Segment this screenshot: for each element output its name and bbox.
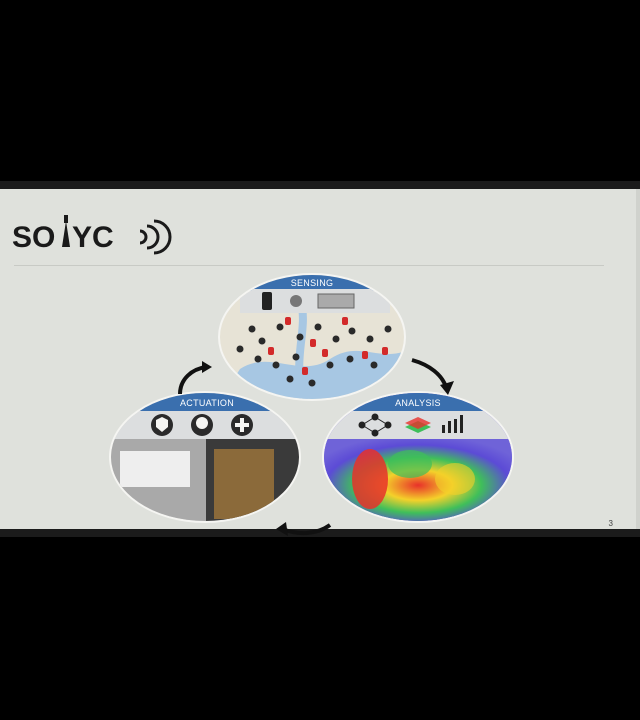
network-icon bbox=[358, 413, 392, 437]
sensing-label: SENSING bbox=[291, 278, 334, 288]
phone-icon bbox=[262, 292, 272, 310]
microphone-icon bbox=[290, 295, 302, 307]
svg-text:YC: YC bbox=[72, 221, 114, 254]
actuation-label: ACTUATION bbox=[180, 398, 234, 408]
sonyc-logo: SO YC SONYC bbox=[12, 211, 192, 255]
analysis-label: ANALYSIS bbox=[395, 398, 441, 408]
sensor-board-icon bbox=[317, 293, 355, 309]
actuation-panel: ACTUATION bbox=[109, 391, 301, 523]
chart-icon bbox=[442, 415, 463, 433]
layers-icon bbox=[405, 417, 431, 433]
page-number: 3 bbox=[608, 519, 613, 528]
svg-text:SO: SO bbox=[12, 221, 55, 254]
cycle-diagram: SENSING bbox=[109, 273, 514, 536]
sensing-panel: SENSING bbox=[218, 273, 406, 401]
analysis-panel: ANALYSIS bbox=[322, 391, 514, 523]
presentation-slide: SO YC SONYC bbox=[0, 181, 640, 537]
divider bbox=[14, 265, 604, 266]
slide-edge bbox=[636, 189, 640, 529]
